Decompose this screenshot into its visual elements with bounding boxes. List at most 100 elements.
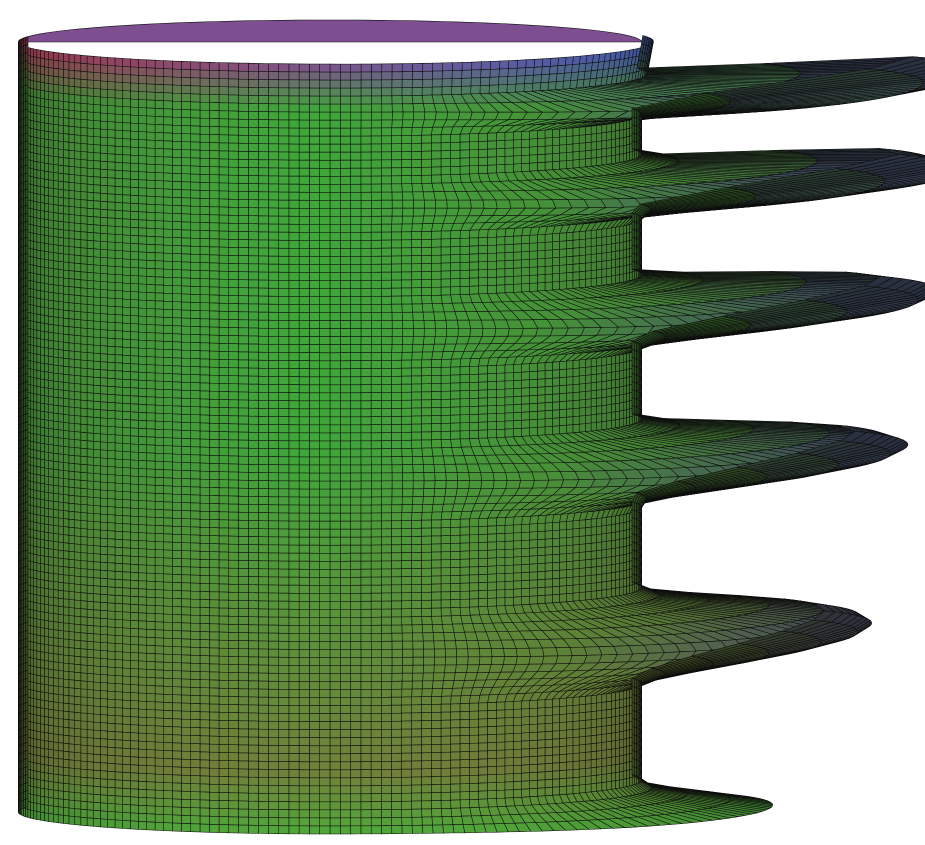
mesh-face [107, 217, 116, 227]
mesh-face [40, 226, 45, 236]
mesh-face [601, 396, 607, 407]
mesh-face [350, 352, 362, 361]
mesh-face [80, 167, 88, 177]
mesh-face [590, 373, 597, 384]
mesh-face [68, 222, 75, 232]
mesh-face [460, 85, 472, 95]
mesh-face [443, 311, 458, 321]
mesh-face [572, 239, 580, 249]
mesh-face [190, 310, 201, 319]
mesh-face [552, 369, 560, 379]
mesh-face [48, 379, 54, 390]
mesh-face [40, 386, 45, 397]
mesh-face [288, 103, 300, 113]
mesh-face [381, 151, 392, 161]
mesh-face [199, 342, 210, 352]
mesh-face [288, 360, 300, 369]
mesh-face [268, 303, 279, 313]
mesh-face [606, 147, 612, 157]
mesh-face [146, 139, 156, 149]
mesh-face [25, 324, 29, 335]
mesh-face [596, 132, 603, 142]
mesh-face [130, 66, 139, 76]
mesh-face [309, 95, 320, 105]
mesh-face [537, 129, 546, 139]
mesh-face [309, 336, 320, 345]
mesh-face [53, 372, 59, 382]
mesh-face [549, 65, 559, 75]
mesh-face [30, 184, 34, 194]
mesh-face [371, 95, 382, 105]
mesh-face [469, 165, 479, 175]
mesh-face [190, 101, 201, 111]
mesh-face [218, 206, 229, 216]
mesh-face [146, 340, 156, 350]
mesh-face [248, 151, 259, 160]
mesh-face [631, 108, 635, 118]
mesh-face [421, 247, 432, 256]
mesh-face [80, 62, 88, 73]
mesh-face [559, 368, 567, 378]
mesh-face [36, 193, 41, 203]
mesh-face [163, 180, 173, 190]
mesh-face [23, 125, 26, 135]
mesh-face [268, 231, 279, 241]
mesh-face [340, 143, 351, 153]
mesh-face [114, 258, 123, 268]
mesh-face [40, 121, 45, 132]
mesh-face [268, 175, 279, 185]
mesh-face [329, 119, 341, 129]
mesh-face [238, 383, 249, 393]
mesh-face [309, 119, 320, 129]
mesh-face [238, 367, 249, 377]
mesh-face [228, 255, 239, 264]
mesh-face [199, 190, 210, 199]
mesh-face [248, 62, 259, 72]
mesh-face [23, 365, 26, 376]
mesh-face [36, 113, 41, 123]
mesh-face [154, 412, 164, 422]
mesh-face [521, 251, 530, 261]
mesh-face [238, 167, 249, 176]
mesh-face [44, 315, 49, 325]
mesh-face [238, 351, 249, 361]
mesh-face [411, 142, 422, 152]
mesh-face [44, 242, 49, 253]
mesh-face [138, 412, 147, 421]
mesh-face [504, 268, 514, 278]
mesh-face [401, 407, 412, 417]
mesh-face [53, 67, 59, 78]
mesh-face [381, 199, 393, 209]
mesh-face [298, 119, 310, 129]
mesh-face [74, 94, 82, 104]
mesh-face [298, 95, 310, 105]
mesh-face [130, 58, 139, 68]
mesh-face [238, 62, 249, 72]
mesh-face [23, 85, 26, 95]
mesh-face [381, 255, 392, 265]
mesh-face [450, 390, 461, 400]
mesh-face [529, 379, 538, 388]
mesh-face [172, 389, 182, 399]
mesh-face [218, 399, 229, 408]
mesh-face [585, 414, 592, 424]
mesh-face [107, 233, 116, 243]
mesh-face [93, 352, 101, 363]
mesh-face [278, 360, 290, 369]
mesh-face [504, 380, 514, 390]
mesh-face [80, 335, 88, 345]
mesh-face [391, 328, 403, 337]
mesh-face [487, 228, 498, 238]
mesh-face [30, 87, 34, 98]
mesh-face [469, 373, 479, 383]
mesh-face [74, 359, 82, 369]
mesh-face [319, 360, 331, 370]
mesh-face [544, 361, 553, 371]
mesh-face [53, 396, 59, 407]
mesh-face [218, 150, 229, 160]
mesh-face [209, 246, 220, 256]
mesh-face [521, 379, 530, 389]
mesh-face [86, 223, 94, 234]
mesh-face [572, 263, 580, 273]
mesh-face [319, 111, 331, 121]
